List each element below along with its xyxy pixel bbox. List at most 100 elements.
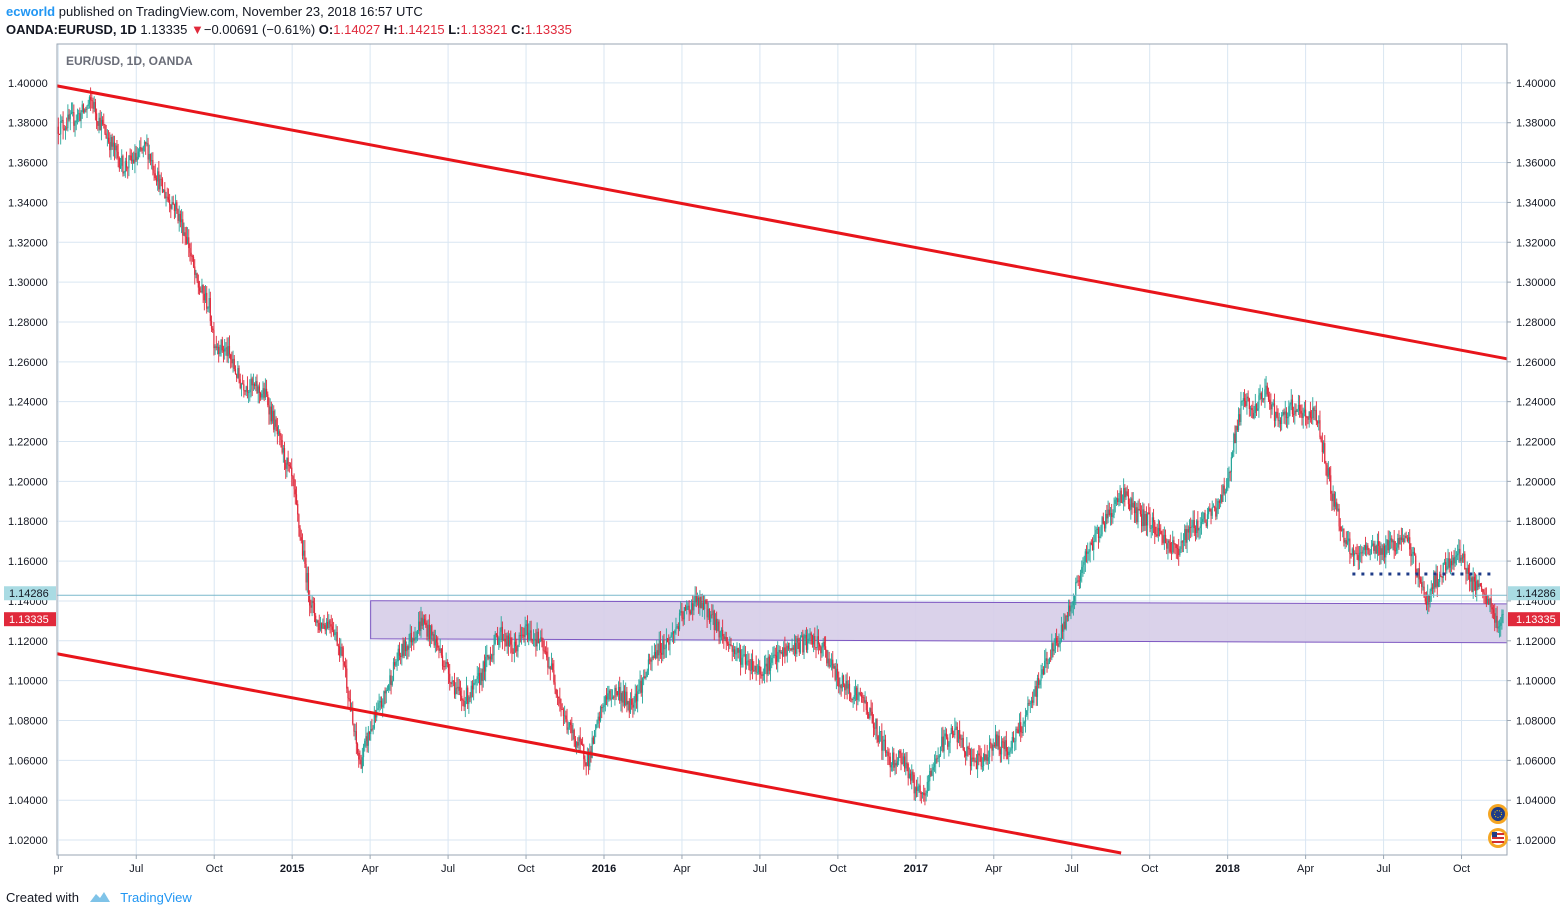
candle-up: [1167, 540, 1169, 549]
candle-up: [78, 113, 80, 115]
candle-up: [377, 708, 379, 711]
candle-up: [1222, 485, 1224, 502]
candle-up: [593, 730, 596, 744]
candle-down: [635, 693, 638, 702]
candle-down: [185, 236, 187, 244]
candle-up: [1123, 488, 1125, 502]
chart-frame: [56, 43, 1508, 856]
candle-up: [905, 762, 907, 769]
candle-up: [896, 761, 899, 766]
candle-down: [366, 736, 368, 746]
candle-down: [708, 608, 711, 623]
candle-down: [587, 754, 590, 767]
candle-down: [66, 127, 68, 129]
candle-up: [821, 647, 823, 654]
candle-up: [1489, 598, 1491, 605]
candle-down: [355, 731, 357, 744]
candle-down: [700, 596, 702, 609]
y-tick-label-right: 1.20000: [1516, 476, 1556, 488]
candle-down: [1383, 545, 1386, 558]
y-tick-label-right: 1.06000: [1516, 755, 1556, 767]
candle-down: [459, 690, 462, 696]
flag-eu-icon[interactable]: [1488, 804, 1508, 824]
candle-up: [704, 600, 706, 610]
candle-up: [1186, 529, 1188, 543]
candle-down: [1085, 551, 1088, 554]
tradingview-link[interactable]: TradingView: [120, 890, 192, 905]
candle-down: [657, 650, 659, 656]
candle-down: [1496, 615, 1498, 629]
candle-down: [817, 636, 820, 645]
trendline-upper[interactable]: [56, 84, 1508, 361]
candle-down: [751, 659, 754, 671]
candle-down: [238, 368, 240, 380]
y-tick-label-right: 1.32000: [1516, 237, 1556, 249]
candle-down: [962, 737, 964, 751]
candle-down: [514, 641, 517, 646]
candle-up: [568, 722, 571, 728]
candle-up: [1240, 401, 1242, 422]
candle-up: [1070, 607, 1072, 612]
candle-down: [1480, 586, 1483, 589]
candle-down: [280, 435, 282, 440]
candle-down: [62, 119, 64, 129]
candle-down: [1453, 557, 1455, 564]
candle-up: [1130, 498, 1132, 510]
candle-down: [554, 682, 556, 690]
candle-up: [1010, 748, 1012, 751]
candle-up: [1101, 517, 1103, 535]
candle-up: [1044, 660, 1046, 675]
candle-up: [931, 770, 933, 776]
candle-down: [1170, 551, 1173, 553]
candle-down: [887, 751, 889, 756]
candle-down: [836, 668, 839, 678]
candle-down: [956, 726, 958, 743]
x-tick-label: Jul: [1065, 863, 1079, 875]
candle-down: [991, 743, 993, 751]
candle-up: [482, 661, 484, 681]
candle-down: [1017, 729, 1019, 734]
candle-up: [536, 631, 538, 647]
candle-down: [1283, 412, 1285, 415]
candle-down: [774, 654, 776, 656]
candle-up: [833, 666, 835, 669]
candle-up: [473, 683, 475, 690]
candle-down: [1102, 517, 1104, 524]
flag-us-icon[interactable]: [1488, 828, 1508, 848]
candle-up: [540, 637, 542, 642]
candle-down: [1364, 545, 1367, 550]
candle-up: [662, 639, 664, 655]
author-link[interactable]: ecworld: [6, 4, 56, 19]
candle-up: [686, 606, 688, 610]
candle-down: [122, 155, 124, 174]
candle-up: [773, 654, 775, 656]
candle-down: [1320, 437, 1322, 442]
candle-up: [418, 621, 420, 631]
trendline-lower[interactable]: [56, 652, 1122, 855]
candle-up: [804, 634, 806, 639]
candle-up: [396, 661, 398, 662]
candle-up: [757, 666, 760, 672]
candle-up: [224, 348, 226, 352]
candle-up: [1073, 595, 1076, 602]
close-value: 1.13335: [524, 22, 572, 37]
candle-down: [127, 167, 129, 169]
event-flags[interactable]: [1488, 804, 1508, 848]
candle-down: [899, 750, 901, 754]
candle-down: [327, 622, 329, 628]
candle-up: [61, 119, 63, 121]
candle-down: [1164, 534, 1167, 544]
candle-down: [1103, 523, 1106, 529]
candle-up: [480, 672, 482, 685]
candle-down: [787, 645, 790, 649]
candle-up: [680, 611, 682, 613]
candle-up: [455, 687, 457, 695]
candle-up: [985, 754, 987, 761]
candle-down: [1120, 490, 1122, 503]
candle-down: [1304, 409, 1307, 417]
candle-up: [261, 393, 263, 398]
candle-down: [233, 358, 235, 370]
candle-up: [589, 750, 591, 767]
candle-up: [1225, 487, 1228, 492]
